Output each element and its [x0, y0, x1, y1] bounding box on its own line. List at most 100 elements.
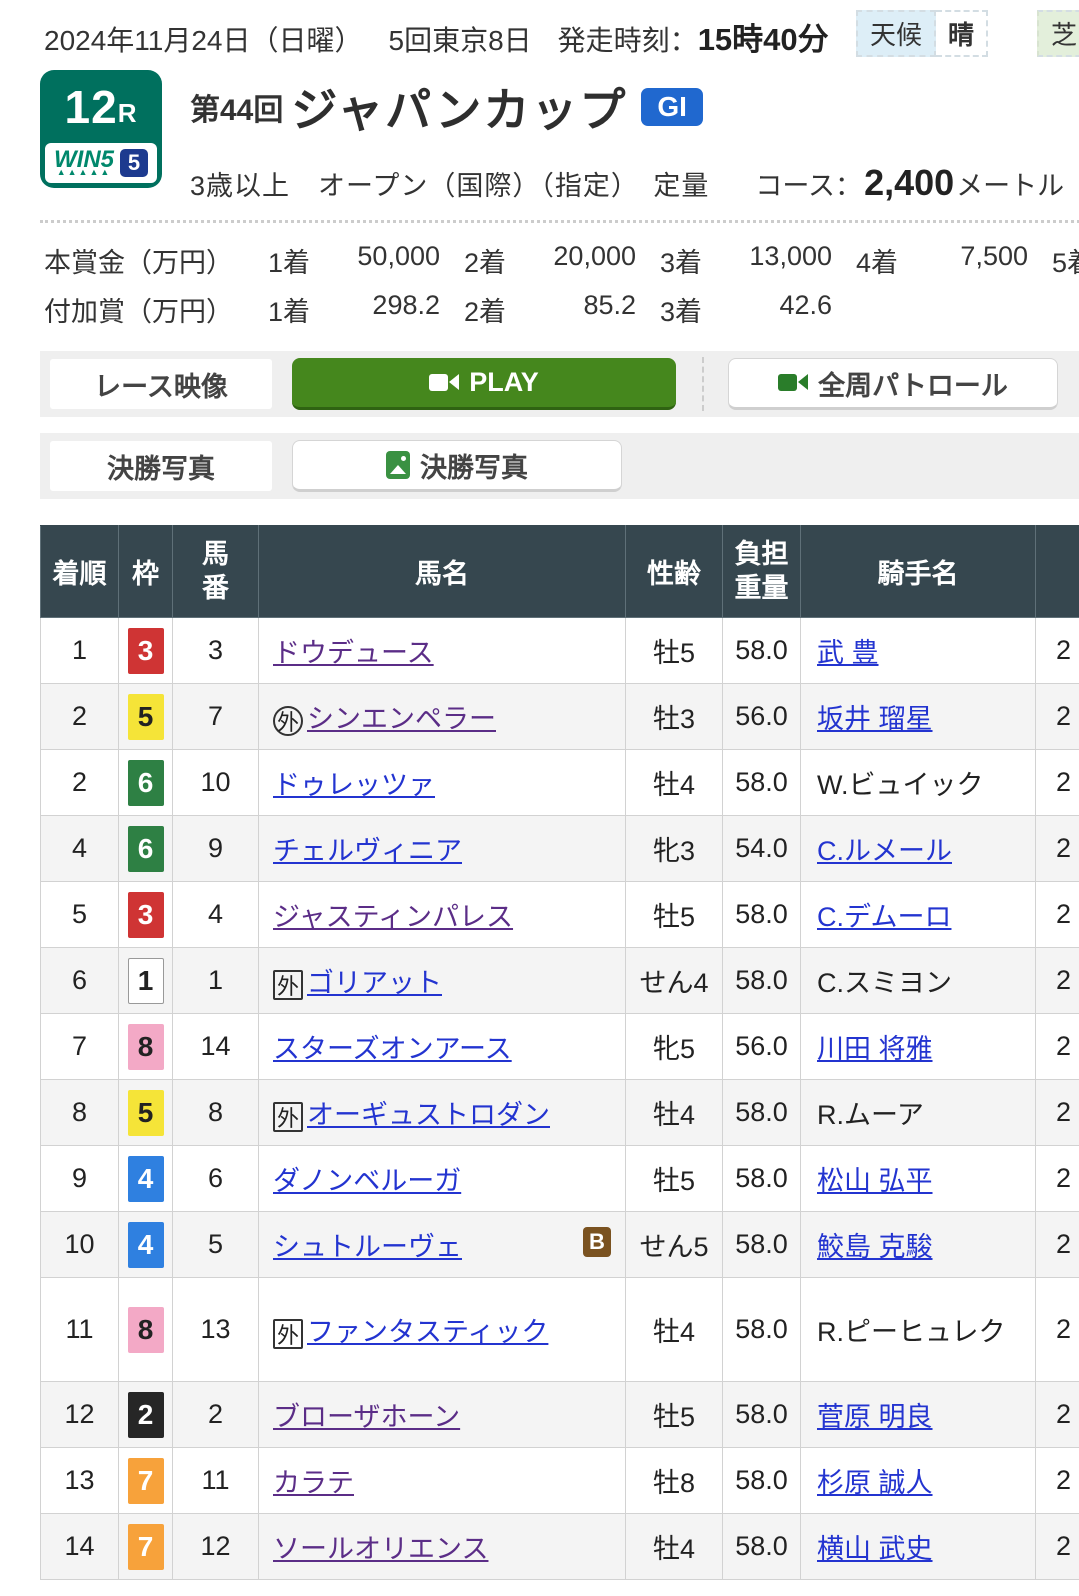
table-row: 2 5 7 外シンエンペラー 牡3 56.0 坂井 瑠星 2: [40, 683, 1079, 750]
horse-link[interactable]: オーギュストロダン: [307, 1100, 550, 1130]
header-jockey: 騎手名: [800, 525, 1036, 618]
sexage-cell: 牝5: [625, 1013, 723, 1080]
waku-badge: 8: [127, 1306, 164, 1353]
race-number-suffix: R: [117, 98, 138, 128]
umaban-cell: 14: [172, 1013, 259, 1080]
course-info: コース： 2,400 メートル（芝・: [755, 162, 1079, 204]
race-round: 第44回: [190, 94, 284, 127]
prize-section: 本賞金（万円） 1着 50,000 2着 20,000 3着 13,000 4着 7,5…: [0, 223, 1079, 329]
jockey-cell: 坂井 瑠星: [800, 683, 1036, 750]
weight-cell: 58.0: [722, 1145, 801, 1212]
umaban-cell: 7: [172, 683, 259, 750]
weight-cell: 58.0: [722, 1447, 801, 1514]
start-time-value: 15時40分: [697, 22, 829, 57]
weather-label: 天候: [856, 10, 937, 57]
race-number: 12 R: [40, 70, 162, 143]
prize-amount: 7,500: [960, 241, 1028, 271]
weather-value: 晴: [936, 10, 989, 57]
rank-cell: 2: [40, 749, 119, 816]
rank-cell: 7: [40, 1013, 119, 1080]
waku-badge: 3: [127, 627, 164, 674]
waku-cell: 2: [118, 1381, 173, 1448]
jockey-link[interactable]: 菅原 明良: [817, 1402, 933, 1432]
horse-link[interactable]: ブローザホーン: [273, 1402, 461, 1432]
prize-place: 2着: [463, 248, 506, 278]
jockey-cell: 菅原 明良: [800, 1381, 1036, 1448]
horse-link[interactable]: チェルヴィニア: [273, 836, 462, 866]
patrol-video-button[interactable]: 全周パトロール: [728, 358, 1058, 410]
time-cell: 2: [1035, 1381, 1079, 1448]
race-video-label: レース映像: [50, 359, 272, 409]
waku-badge: 4: [127, 1221, 164, 1268]
horse-link[interactable]: シュトルーヴェ: [273, 1232, 462, 1262]
horse-link[interactable]: スターズオンアース: [273, 1034, 512, 1064]
jockey-link: R.ピーヒュレク: [817, 1317, 1006, 1347]
rank-cell: 14: [40, 1513, 119, 1580]
horse-link[interactable]: ゴリアット: [307, 968, 442, 998]
umaban-cell: 3: [172, 617, 259, 684]
waku-cell: 6: [118, 749, 173, 816]
horse-link[interactable]: ダノンベルーガ: [273, 1166, 462, 1196]
jockey-cell: 武 豊: [800, 617, 1036, 684]
horse-cell: 外シンエンペラー: [258, 683, 626, 750]
race-video-strip: レース映像 PLAY 全周パトロール: [40, 351, 1079, 417]
jockey-cell: 川田 将雅: [800, 1013, 1036, 1080]
meeting-info: 5回東京8日: [388, 25, 532, 56]
time-cell: 2: [1035, 1211, 1079, 1278]
waku-cell: 5: [118, 1079, 173, 1146]
jockey-link[interactable]: C.デムーロ: [817, 902, 952, 932]
jockey-link[interactable]: 横山 武史: [817, 1534, 933, 1564]
jockey-cell: W.ビュイック: [800, 749, 1036, 816]
finish-photo-button[interactable]: 決勝写真: [292, 440, 622, 492]
jockey-link[interactable]: 鮫島 克駿: [817, 1232, 933, 1262]
weight-cell: 58.0: [722, 1211, 801, 1278]
bonus-prize-label: 付加賞（万円）: [44, 297, 233, 327]
sexage-cell: せん5: [625, 1211, 723, 1278]
sexage-cell: 牡4: [625, 1079, 723, 1146]
time-cell: 2: [1035, 881, 1079, 948]
rank-cell: 2: [40, 683, 119, 750]
jockey-link[interactable]: 坂井 瑠星: [817, 704, 933, 734]
horse-link[interactable]: ドゥレッツァ: [273, 770, 435, 800]
umaban-cell: 4: [172, 881, 259, 948]
main-prize-row: 本賞金（万円） 1着 50,000 2着 20,000 3着 13,000 4着 7,5…: [44, 241, 1079, 280]
sexage-cell: 牡4: [625, 1513, 723, 1580]
foreign-mark: 外: [273, 1101, 303, 1132]
horse-link[interactable]: カラテ: [273, 1468, 354, 1498]
weight-cell: 58.0: [722, 947, 801, 1014]
table-row: 11 8 13 外ファンタスティック 牡4 58.0 R.ピーヒュレク 2: [40, 1277, 1079, 1382]
table-row: 9 4 6 ダノンベルーガ 牡5 58.0 松山 弘平 2: [40, 1145, 1079, 1212]
waku-badge: 5: [127, 1089, 164, 1136]
prize-amount: 20,000: [553, 241, 636, 271]
waku-badge: 3: [127, 891, 164, 938]
horse-cell: ドウデュース: [258, 617, 626, 684]
jockey-link[interactable]: 松山 弘平: [817, 1166, 933, 1196]
horse-link[interactable]: ジャスティンパレス: [273, 902, 514, 932]
horse-link[interactable]: ファンタスティック: [307, 1317, 549, 1347]
rank-cell: 9: [40, 1145, 119, 1212]
waku-badge: 4: [127, 1155, 164, 1202]
horse-link[interactable]: シンエンペラー: [307, 704, 496, 734]
play-button[interactable]: PLAY: [292, 358, 676, 410]
jockey-cell: C.スミヨン: [800, 947, 1036, 1014]
jockey-link[interactable]: C.ルメール: [817, 836, 952, 866]
umaban-cell: 11: [172, 1447, 259, 1514]
jockey-link: R.ムーア: [817, 1100, 924, 1130]
weight-cell: 58.0: [722, 749, 801, 816]
umaban-cell: 2: [172, 1381, 259, 1448]
time-cell: 2: [1035, 683, 1079, 750]
jockey-link[interactable]: 川田 将雅: [817, 1034, 933, 1064]
race-main: 第44回 ジャパンカップ GI 3歳以上 オープン（国際）（指定） 定量 コース…: [162, 70, 1079, 204]
horse-link[interactable]: ドウデュース: [273, 638, 434, 668]
jockey-link[interactable]: 武 豊: [817, 638, 879, 668]
time-cell: 2: [1035, 1513, 1079, 1580]
rank-cell: 10: [40, 1211, 119, 1278]
dashed-divider: [702, 357, 704, 411]
weight-cell: 54.0: [722, 815, 801, 882]
waku-cell: 5: [118, 683, 173, 750]
jockey-cell: 杉原 誠人: [800, 1447, 1036, 1514]
time-cell: 2: [1035, 1013, 1079, 1080]
jockey-link[interactable]: 杉原 誠人: [817, 1468, 933, 1498]
course-distance: 2,400: [864, 162, 955, 203]
horse-link[interactable]: ソールオリエンス: [273, 1534, 489, 1564]
